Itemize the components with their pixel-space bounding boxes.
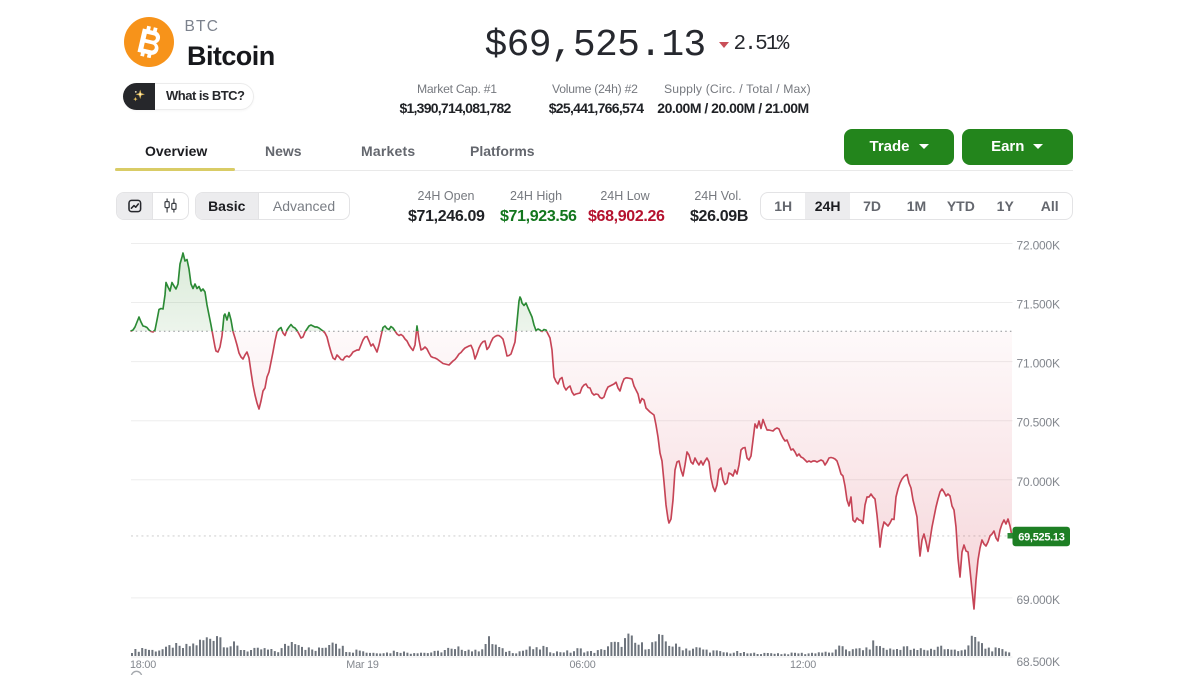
svg-text:70.500K: 70.500K xyxy=(1017,416,1061,430)
svg-text:71.000K: 71.000K xyxy=(1017,357,1061,371)
svg-text:68.500K: 68.500K xyxy=(1017,655,1061,669)
svg-text:71.500K: 71.500K xyxy=(1017,298,1061,312)
svg-text:69.000K: 69.000K xyxy=(1017,593,1061,607)
svg-text:Mar 19: Mar 19 xyxy=(346,659,379,671)
svg-text:18:00: 18:00 xyxy=(130,659,156,671)
svg-text:06:00: 06:00 xyxy=(569,659,595,671)
svg-text:69,525.13: 69,525.13 xyxy=(1018,532,1064,544)
svg-text:72.000K: 72.000K xyxy=(1017,239,1061,253)
svg-text:70.000K: 70.000K xyxy=(1017,475,1061,489)
svg-text:12:00: 12:00 xyxy=(790,659,816,671)
